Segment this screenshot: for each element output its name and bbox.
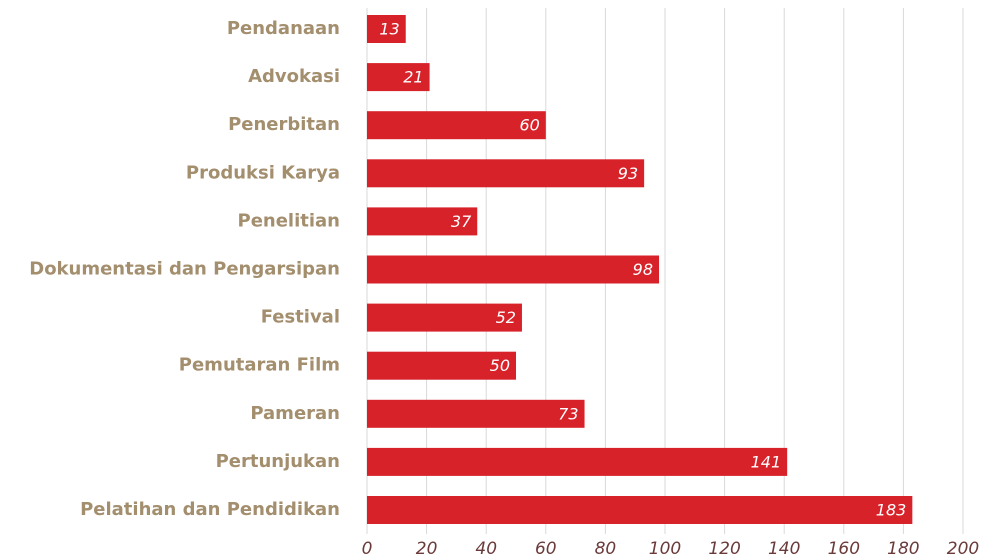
value-label: 73 — [558, 404, 578, 423]
x-tick-label: 180 — [887, 539, 919, 559]
bar — [367, 255, 660, 284]
value-label: 21 — [403, 68, 423, 87]
category-label: Pertunjukan — [216, 451, 340, 472]
bar — [367, 63, 430, 92]
category-label: Penelitian — [238, 210, 341, 231]
category-label: Advokasi — [248, 66, 340, 87]
x-tick-label: 20 — [416, 539, 438, 559]
value-label: 141 — [751, 452, 782, 471]
category-label: Pemutaran Film — [179, 355, 340, 376]
bar — [367, 496, 913, 524]
x-tick-label: 40 — [475, 539, 497, 559]
x-tick-label: 100 — [649, 539, 681, 559]
value-label: 60 — [519, 116, 539, 135]
category-label: Festival — [261, 307, 340, 328]
x-tick-label: 60 — [535, 539, 557, 559]
bar — [367, 111, 546, 140]
x-tick-label: 160 — [828, 539, 860, 559]
bar — [367, 447, 788, 476]
x-tick-label: 80 — [595, 539, 617, 559]
value-label: 37 — [451, 212, 472, 231]
bar — [367, 303, 522, 332]
bar — [367, 351, 516, 380]
category-label: Dokumentasi dan Pengarsipan — [29, 259, 340, 280]
x-tick-label: 0 — [362, 539, 373, 559]
category-label: Produksi Karya — [186, 162, 340, 183]
value-label: 98 — [633, 260, 653, 279]
category-label: Penerbitan — [228, 114, 340, 135]
category-label: Pelatihan dan Pendidikan — [80, 499, 340, 520]
bar — [367, 207, 478, 236]
category-label: Pendanaan — [227, 18, 340, 39]
x-tick-label: 200 — [947, 539, 979, 559]
value-label: 52 — [496, 308, 516, 327]
value-label: 13 — [379, 20, 399, 39]
value-label: 183 — [876, 501, 907, 520]
category-label: Pameran — [250, 403, 340, 424]
bar — [367, 399, 585, 428]
value-label: 93 — [618, 164, 638, 183]
bar — [367, 159, 645, 188]
x-tick-label: 140 — [768, 539, 800, 559]
value-label: 50 — [490, 356, 510, 375]
x-tick-label: 120 — [708, 539, 740, 559]
bar — [367, 15, 406, 43]
